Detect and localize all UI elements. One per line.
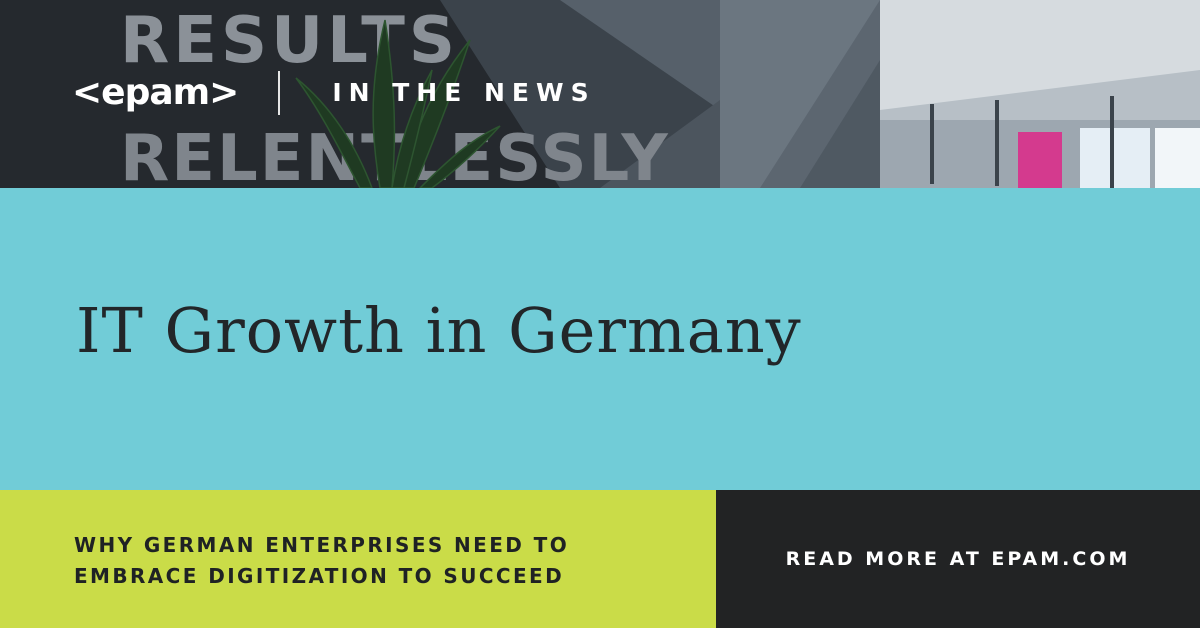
office-photo: RESULTS RELENTLESSLY <box>0 0 1200 188</box>
cta-band[interactable]: READ MORE AT EPAM.COM <box>716 490 1200 628</box>
plant-leaves <box>295 19 501 188</box>
subheadline-line-2: EMBRACE DIGITIZATION TO SUCCEED <box>74 564 565 588</box>
subheadline-band: WHY GERMAN ENTERPRISES NEED TO EMBRACE D… <box>0 490 716 628</box>
brand-divider <box>278 71 281 115</box>
office-photo-banner: RESULTS RELENTLESSLY <epam> IN THE NEWS <box>0 0 1200 188</box>
brand-row: <epam> IN THE NEWS <box>72 70 596 116</box>
headline-band: IT Growth in Germany <box>0 188 1200 490</box>
headline: IT Growth in Germany <box>76 294 802 367</box>
subheadline-line-1: WHY GERMAN ENTERPRISES NEED TO <box>74 533 570 557</box>
subheadline: WHY GERMAN ENTERPRISES NEED TO EMBRACE D… <box>74 530 569 592</box>
section-kicker: IN THE NEWS <box>332 78 596 107</box>
wall-lettering-top: RESULTS <box>120 4 459 78</box>
epam-logo: <epam> <box>72 72 239 113</box>
read-more-link[interactable]: READ MORE AT EPAM.COM <box>785 548 1131 570</box>
